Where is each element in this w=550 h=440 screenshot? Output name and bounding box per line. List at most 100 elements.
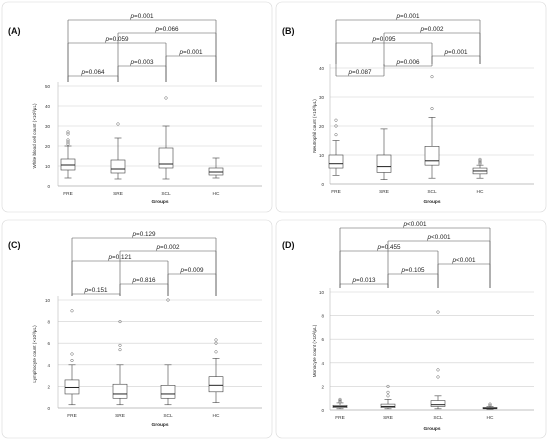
- x-tick-label: SRE: [383, 415, 393, 421]
- p-value-label: p=0.064: [81, 69, 105, 76]
- p-value-label: p=0.006: [396, 59, 420, 66]
- outlier-point: [66, 140, 70, 144]
- x-tick-label: SCL: [163, 413, 173, 419]
- outlier-point: [478, 157, 482, 161]
- outlier-point: [478, 159, 482, 163]
- outlier-point: [116, 122, 120, 126]
- x-tick-label: FRE: [331, 189, 341, 195]
- chart-panel-d: (D) 0 2 4 6 8 10 Monocyte count (×10³/μL) FRE SRE…: [282, 221, 534, 432]
- x-tick-label: FRE: [67, 413, 77, 419]
- y-tick-label: 10: [45, 298, 51, 303]
- comparison-bracket: p=0.001: [431, 49, 481, 64]
- x-axis-label: Groups: [151, 422, 168, 428]
- y-tick-label: 10: [319, 153, 325, 158]
- p-value-label: p=0.151: [84, 287, 108, 294]
- y-tick-label: 2: [321, 384, 324, 389]
- y-tick-label: 8: [47, 320, 50, 325]
- y-tick-label: 10: [45, 164, 51, 169]
- y-tick-label: 30: [319, 95, 325, 100]
- outlier-point: [118, 320, 122, 324]
- y-tick-label: 20: [45, 144, 51, 149]
- box-iqr: [376, 154, 392, 173]
- p-value-label: p=0.129: [132, 231, 156, 238]
- box-scl: [158, 96, 174, 180]
- comparison-bracket: p=0.087: [335, 64, 385, 77]
- x-tick-label: HC: [213, 413, 220, 419]
- box-sre: [376, 128, 392, 180]
- panel-frame: [1, 1, 273, 213]
- outlier-point: [164, 96, 168, 100]
- p-value-label: p=0.003: [130, 59, 154, 66]
- y-tick-label: 0: [321, 408, 324, 413]
- x-tick-label: SRE: [113, 191, 123, 197]
- x-tick-label: HC: [213, 191, 220, 197]
- p-value-label: p=0.095: [372, 36, 396, 43]
- p-value-label: p=0.455: [377, 244, 401, 251]
- comparison-bracket: p<0.001: [437, 257, 491, 288]
- box-hc: [208, 157, 224, 179]
- outlier-point: [214, 341, 218, 345]
- panel-label: (B): [282, 26, 295, 36]
- box-fre: [332, 397, 348, 410]
- outlier-point: [338, 399, 342, 403]
- box-iqr: [158, 147, 174, 169]
- comparison-bracket: p=0.105: [387, 267, 439, 288]
- outlier-point: [478, 162, 482, 166]
- panel-label: (D): [282, 240, 295, 250]
- x-axis-label: Groups: [423, 199, 440, 205]
- panel-label: (C): [8, 240, 21, 250]
- box-hc: [472, 157, 488, 179]
- outlier-point: [66, 132, 70, 136]
- p-value-label: p=0.087: [348, 69, 372, 76]
- box-scl: [430, 310, 446, 410]
- comparison-bracket: p=0.151: [71, 287, 121, 296]
- box-scl: [160, 298, 176, 406]
- outlier-point: [386, 390, 390, 394]
- panel-label: (A): [8, 26, 21, 36]
- outlier-point: [488, 403, 492, 407]
- y-tick-label: 50: [45, 84, 51, 89]
- x-tick-label: FRE: [335, 415, 345, 421]
- outlier-point: [436, 310, 440, 314]
- p-value-label: p<0.001: [427, 234, 451, 241]
- outlier-point: [70, 309, 74, 313]
- p-value-label: p<0.001: [403, 221, 427, 228]
- box-hc: [208, 338, 224, 403]
- outlier-point: [70, 352, 74, 356]
- p-value-label: p=0.009: [180, 267, 204, 274]
- y-tick-label: 10: [319, 290, 325, 295]
- box-hc: [482, 402, 498, 410]
- outlier-point: [436, 375, 440, 379]
- comparison-bracket: p=0.816: [119, 277, 169, 296]
- y-axis-label: Lymphocyte count (×10³/μL): [32, 325, 37, 383]
- box-iqr: [112, 383, 128, 399]
- p-value-label: p=0.059: [105, 36, 129, 43]
- x-axis-label: Groups: [151, 199, 168, 205]
- comparison-bracket: p=0.064: [67, 69, 119, 82]
- comparison-bracket: p=0.013: [339, 277, 389, 288]
- outlier-point: [118, 343, 122, 347]
- outlier-point: [386, 394, 390, 398]
- outlier-point: [214, 338, 218, 342]
- box-iqr: [380, 403, 396, 408]
- box-fre: [328, 118, 344, 176]
- y-axis-label: White blood cell count (×10³/μL): [32, 103, 37, 169]
- y-tick-label: 2: [47, 384, 50, 389]
- chart-panel-a: (A) 0 10 20 30 40 50 White blood cell count (×1…: [8, 13, 262, 205]
- x-tick-label: SCL: [161, 191, 171, 197]
- box-iqr: [424, 146, 440, 166]
- y-axis-label: Neutrophil count (×10³/μL): [312, 99, 317, 153]
- p-value-label: p=0.001: [179, 49, 203, 56]
- p-value-label: p=0.121: [108, 254, 132, 261]
- box-iqr: [160, 385, 176, 399]
- box-scl: [424, 75, 440, 179]
- outlier-point: [118, 348, 122, 352]
- y-tick-label: 0: [47, 184, 50, 189]
- box-fre: [64, 309, 80, 406]
- outlier-point: [334, 124, 338, 128]
- x-axis-label: Groups: [423, 426, 440, 432]
- comparison-bracket: p=0.001: [335, 13, 481, 64]
- x-tick-label: SRE: [115, 413, 125, 419]
- p-value-label: p=0.002: [420, 26, 444, 33]
- outlier-point: [66, 138, 70, 142]
